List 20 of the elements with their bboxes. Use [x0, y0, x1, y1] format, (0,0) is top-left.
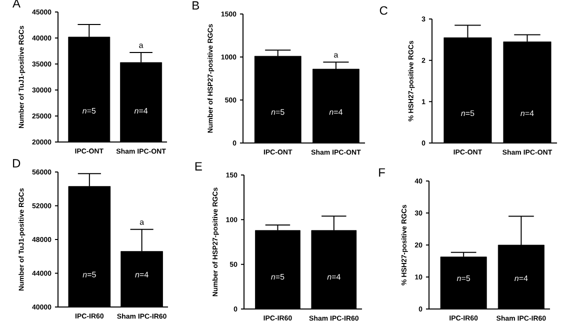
annotation: n=4	[514, 276, 528, 282]
chart-title: D	[13, 159, 20, 168]
chart-title: B	[192, 1, 200, 10]
annotation: n=5	[456, 275, 470, 282]
chart-title: F	[379, 168, 385, 177]
chart-title: E	[195, 162, 202, 170]
annotation: n=4	[134, 108, 148, 114]
chart-title: C	[380, 6, 388, 15]
annotation: n=5	[82, 108, 96, 114]
annotation: n=4	[520, 110, 534, 116]
annotation: n=5	[461, 110, 474, 116]
annotation: n=4	[135, 272, 148, 278]
annotation: n=5	[271, 274, 284, 280]
annotation: n=4	[327, 274, 340, 280]
annotation: a	[334, 53, 338, 58]
annotation: n=5	[271, 109, 284, 115]
annotation: a	[139, 44, 144, 48]
annotation: n=4	[329, 109, 343, 115]
annotation: a	[140, 220, 144, 225]
annotation: n=5	[82, 272, 96, 278]
